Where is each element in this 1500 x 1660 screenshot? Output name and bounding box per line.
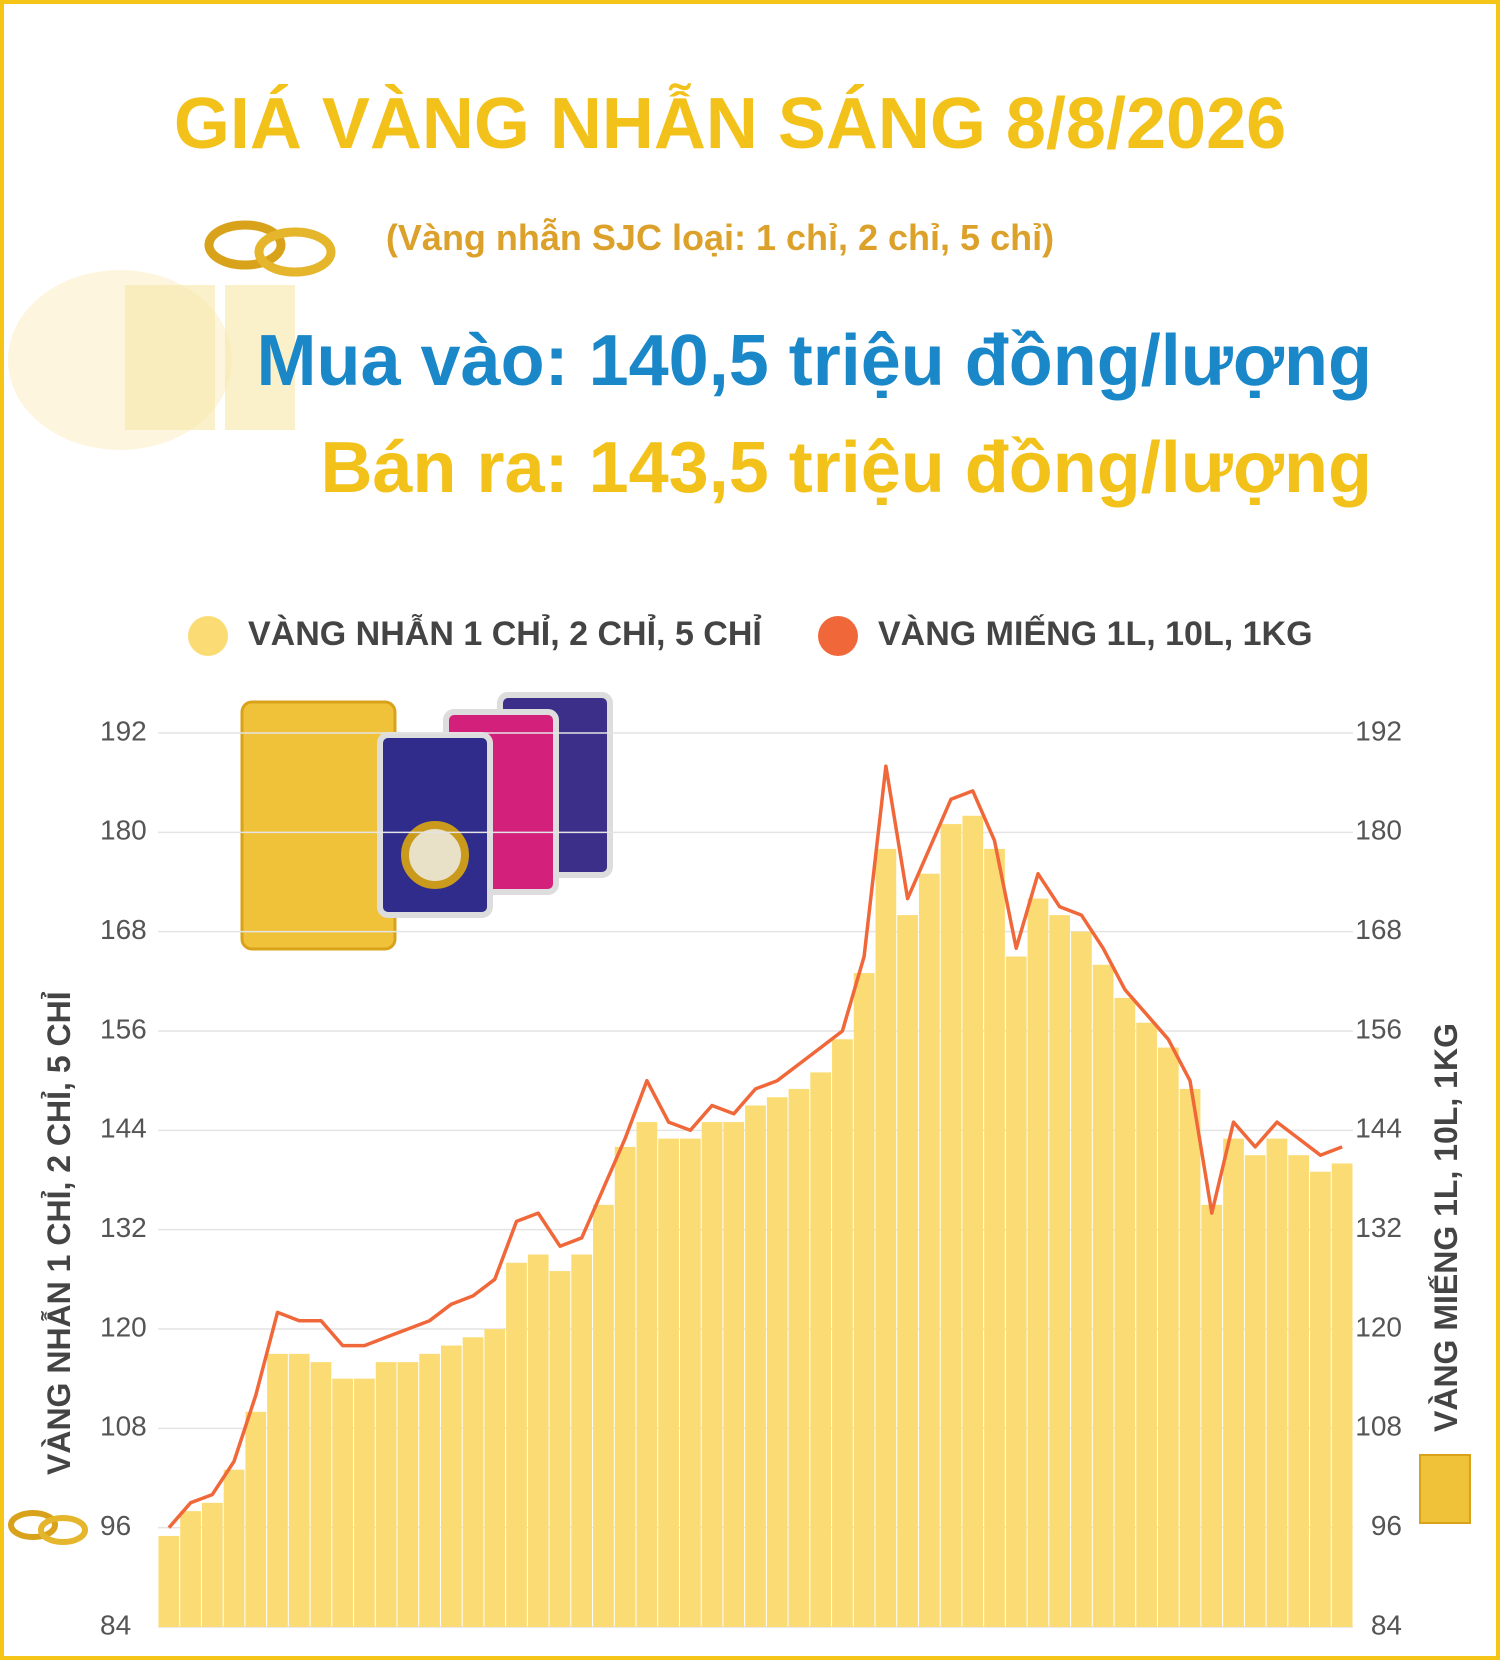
bar (267, 1353, 288, 1627)
y2-tick-label: 120 (1355, 1311, 1402, 1342)
bar (875, 848, 897, 1627)
bar (354, 1378, 375, 1627)
legend-label: VÀNG NHẪN 1 CHỈ, 2 CHỈ, 5 CHỈ (248, 615, 762, 653)
bar (1288, 1155, 1310, 1627)
bar (527, 1254, 549, 1627)
subtitle: (Vàng nhẫn SJC loại: 1 chỉ, 2 chỉ, 5 chỉ… (386, 217, 1054, 258)
y-tick-label: 108 (100, 1411, 147, 1442)
bar (1071, 931, 1092, 1627)
sell-price: Bán ra: 143,5 triệu đồng/lượng (321, 428, 1373, 508)
y-tick-label: 132 (100, 1212, 147, 1243)
y-tick-label: 156 (100, 1013, 147, 1044)
bar (571, 1254, 593, 1627)
y2-tick-label: 192 (1355, 715, 1402, 746)
bar (288, 1353, 310, 1627)
buy-price: Mua vào: 140,5 triệu đồng/lượng (257, 321, 1372, 401)
y2-tick-label: 108 (1355, 1411, 1402, 1442)
bar (1049, 915, 1071, 1627)
bar (1179, 1088, 1201, 1627)
bar (593, 1204, 614, 1627)
y-tick-label: 84 (100, 1609, 131, 1640)
legend-label: VÀNG MIẾNG 1L, 10L, 1KG (878, 615, 1313, 653)
y2-tick-label: 156 (1355, 1013, 1402, 1044)
bar (701, 1122, 723, 1627)
legend-marker (818, 616, 858, 656)
bar (397, 1362, 419, 1627)
y2-tick-label: 168 (1355, 914, 1402, 945)
y2-tick-label: 180 (1355, 815, 1402, 846)
bar (1331, 1163, 1353, 1627)
bar (1092, 964, 1114, 1627)
y2-tick-label: 84 (1371, 1609, 1402, 1640)
bar (1266, 1138, 1288, 1627)
y2-axis-label: VÀNG MIẾNG 1L, 10L, 1KG (1428, 1023, 1464, 1432)
bar (1223, 1138, 1244, 1627)
bg-decoration (125, 285, 215, 430)
bar (918, 873, 940, 1627)
bar (745, 1105, 766, 1627)
bar (201, 1502, 223, 1627)
y-tick-label: 120 (100, 1311, 147, 1342)
line (167, 764, 1343, 1529)
bar (614, 1146, 636, 1627)
y-axis-label: VÀNG NHẪN 1 CHỈ, 2 CHỈ, 5 CHỈ (41, 991, 77, 1475)
bar (440, 1345, 462, 1627)
bar (549, 1271, 571, 1627)
y-tick-label: 180 (100, 815, 147, 846)
bar (375, 1362, 397, 1627)
bar (853, 973, 875, 1627)
bar (180, 1511, 201, 1627)
bar (1157, 1047, 1179, 1627)
bar (940, 824, 962, 1627)
bar (419, 1353, 440, 1627)
bar (636, 1122, 658, 1627)
bar (1136, 1022, 1157, 1627)
y-tick-label: 144 (100, 1113, 147, 1144)
bar (1114, 997, 1136, 1627)
y-tick-label: 96 (100, 1510, 131, 1541)
bar (832, 1039, 853, 1627)
bar (462, 1337, 484, 1627)
bar (506, 1262, 527, 1627)
bar (158, 1535, 180, 1627)
y2-tick-label: 96 (1371, 1510, 1402, 1541)
rings-icon (204, 220, 336, 277)
bar (484, 1329, 506, 1627)
bar (723, 1122, 745, 1627)
bar (1201, 1204, 1223, 1627)
legend-marker (188, 616, 228, 656)
y2-tick-label: 132 (1355, 1212, 1402, 1243)
bar (1244, 1155, 1266, 1627)
bar (897, 915, 918, 1627)
bar (658, 1138, 679, 1627)
bar (1310, 1171, 1331, 1627)
bar (984, 848, 1005, 1627)
product-image (8, 692, 1471, 1545)
bar (810, 1072, 832, 1627)
bar (332, 1378, 354, 1627)
y2-tick-label: 144 (1355, 1113, 1402, 1144)
bar (766, 1097, 788, 1627)
bar (962, 815, 984, 1627)
y-tick-label: 192 (100, 715, 147, 746)
bar (245, 1411, 267, 1627)
y-tick-label: 168 (100, 914, 147, 945)
title: GIÁ VÀNG NHẪN SÁNG 8/8/2026 (174, 83, 1286, 164)
bar (1005, 956, 1027, 1627)
bg-decoration (225, 285, 295, 430)
bar (223, 1469, 245, 1627)
bar (679, 1138, 701, 1627)
bar (788, 1088, 810, 1627)
bar (310, 1362, 332, 1627)
bar (1027, 898, 1049, 1627)
